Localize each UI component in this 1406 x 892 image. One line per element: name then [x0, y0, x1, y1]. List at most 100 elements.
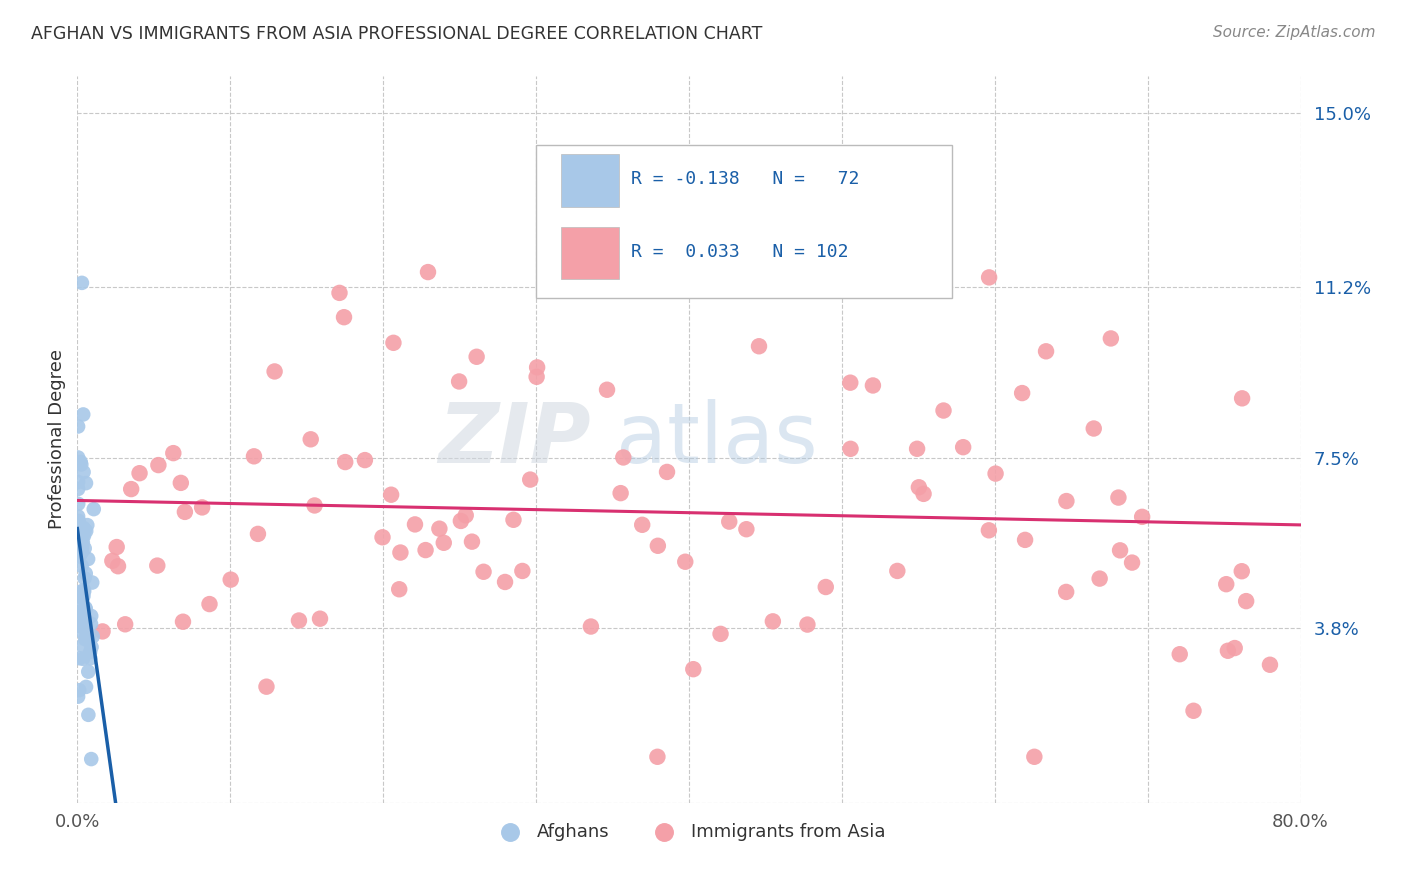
- Point: [114, 617, 136, 632]
- Point: [243, 450, 266, 464]
- FancyBboxPatch shape: [561, 154, 619, 207]
- Point: [631, 517, 654, 532]
- Point: [404, 517, 426, 532]
- Point: [107, 559, 129, 574]
- Text: AFGHAN VS IMMIGRANTS FROM ASIA PROFESSIONAL DEGREE CORRELATION CHART: AFGHAN VS IMMIGRANTS FROM ASIA PROFESSIO…: [31, 25, 762, 43]
- Point: [72, 639, 94, 653]
- Point: [91, 624, 114, 639]
- Point: [82, 575, 104, 590]
- Point: [796, 617, 818, 632]
- Point: [70, 537, 93, 551]
- Point: [77, 707, 100, 722]
- Point: [1083, 421, 1105, 435]
- Point: [382, 335, 405, 350]
- Point: [354, 453, 377, 467]
- Point: [69, 585, 91, 599]
- Point: [1054, 494, 1077, 508]
- Point: [70, 458, 93, 472]
- Point: [82, 630, 104, 644]
- Point: [335, 455, 357, 469]
- Point: [80, 616, 103, 631]
- Point: [67, 497, 90, 511]
- Point: [905, 442, 928, 456]
- Point: [647, 749, 669, 764]
- Point: [673, 555, 696, 569]
- Point: [1011, 386, 1033, 401]
- Text: R =  0.033   N = 102: R = 0.033 N = 102: [631, 243, 849, 260]
- Point: [67, 690, 90, 704]
- Point: [67, 514, 90, 528]
- Point: [371, 530, 394, 544]
- Point: [75, 600, 97, 615]
- Point: [655, 465, 678, 479]
- Point: [461, 534, 484, 549]
- Point: [472, 565, 495, 579]
- Point: [416, 265, 439, 279]
- Point: [70, 276, 93, 290]
- Point: [1024, 749, 1046, 764]
- Point: [718, 515, 741, 529]
- Point: [647, 539, 669, 553]
- Point: [1216, 644, 1239, 658]
- Point: [67, 651, 90, 665]
- Point: [596, 383, 619, 397]
- Legend: Afghans, Immigrants from Asia: Afghans, Immigrants from Asia: [485, 816, 893, 848]
- Point: [77, 552, 100, 566]
- Point: [72, 408, 94, 422]
- FancyBboxPatch shape: [561, 227, 619, 279]
- Point: [75, 680, 97, 694]
- Point: [454, 508, 477, 523]
- Point: [73, 524, 96, 538]
- Point: [69, 527, 91, 541]
- Point: [73, 584, 96, 599]
- Point: [839, 376, 862, 390]
- Point: [75, 632, 97, 647]
- Point: [69, 541, 91, 555]
- Point: [70, 620, 93, 634]
- Point: [79, 651, 101, 665]
- Point: [73, 529, 96, 543]
- Point: [494, 574, 516, 589]
- Point: [75, 602, 97, 616]
- Point: [72, 589, 94, 603]
- Point: [101, 554, 124, 568]
- Point: [1168, 647, 1191, 661]
- Point: [75, 524, 97, 538]
- Point: [67, 683, 90, 698]
- Point: [1234, 594, 1257, 608]
- Point: [612, 450, 634, 465]
- Point: [328, 285, 350, 300]
- Point: [70, 590, 93, 604]
- Point: [77, 665, 100, 679]
- Point: [67, 521, 90, 535]
- Point: [67, 509, 90, 524]
- Point: [886, 564, 908, 578]
- Point: [952, 440, 974, 454]
- Point: [73, 610, 96, 624]
- Text: Source: ZipAtlas.com: Source: ZipAtlas.com: [1212, 25, 1375, 40]
- Point: [72, 529, 94, 543]
- Point: [1054, 585, 1077, 599]
- Point: [450, 514, 472, 528]
- Point: [415, 543, 437, 558]
- Text: R = -0.138   N =   72: R = -0.138 N = 72: [631, 170, 860, 188]
- Point: [72, 465, 94, 479]
- Point: [579, 619, 602, 633]
- Point: [389, 545, 412, 559]
- Point: [502, 513, 524, 527]
- Point: [77, 632, 100, 646]
- Point: [162, 446, 184, 460]
- Point: [682, 662, 704, 676]
- Point: [449, 375, 471, 389]
- Point: [429, 522, 451, 536]
- Point: [72, 591, 94, 605]
- Point: [1130, 509, 1153, 524]
- Point: [75, 630, 97, 644]
- Point: [128, 466, 150, 480]
- Point: [69, 542, 91, 557]
- Point: [73, 541, 96, 556]
- Point: [1109, 543, 1132, 558]
- FancyBboxPatch shape: [536, 145, 952, 298]
- Point: [912, 487, 935, 501]
- Point: [105, 540, 128, 554]
